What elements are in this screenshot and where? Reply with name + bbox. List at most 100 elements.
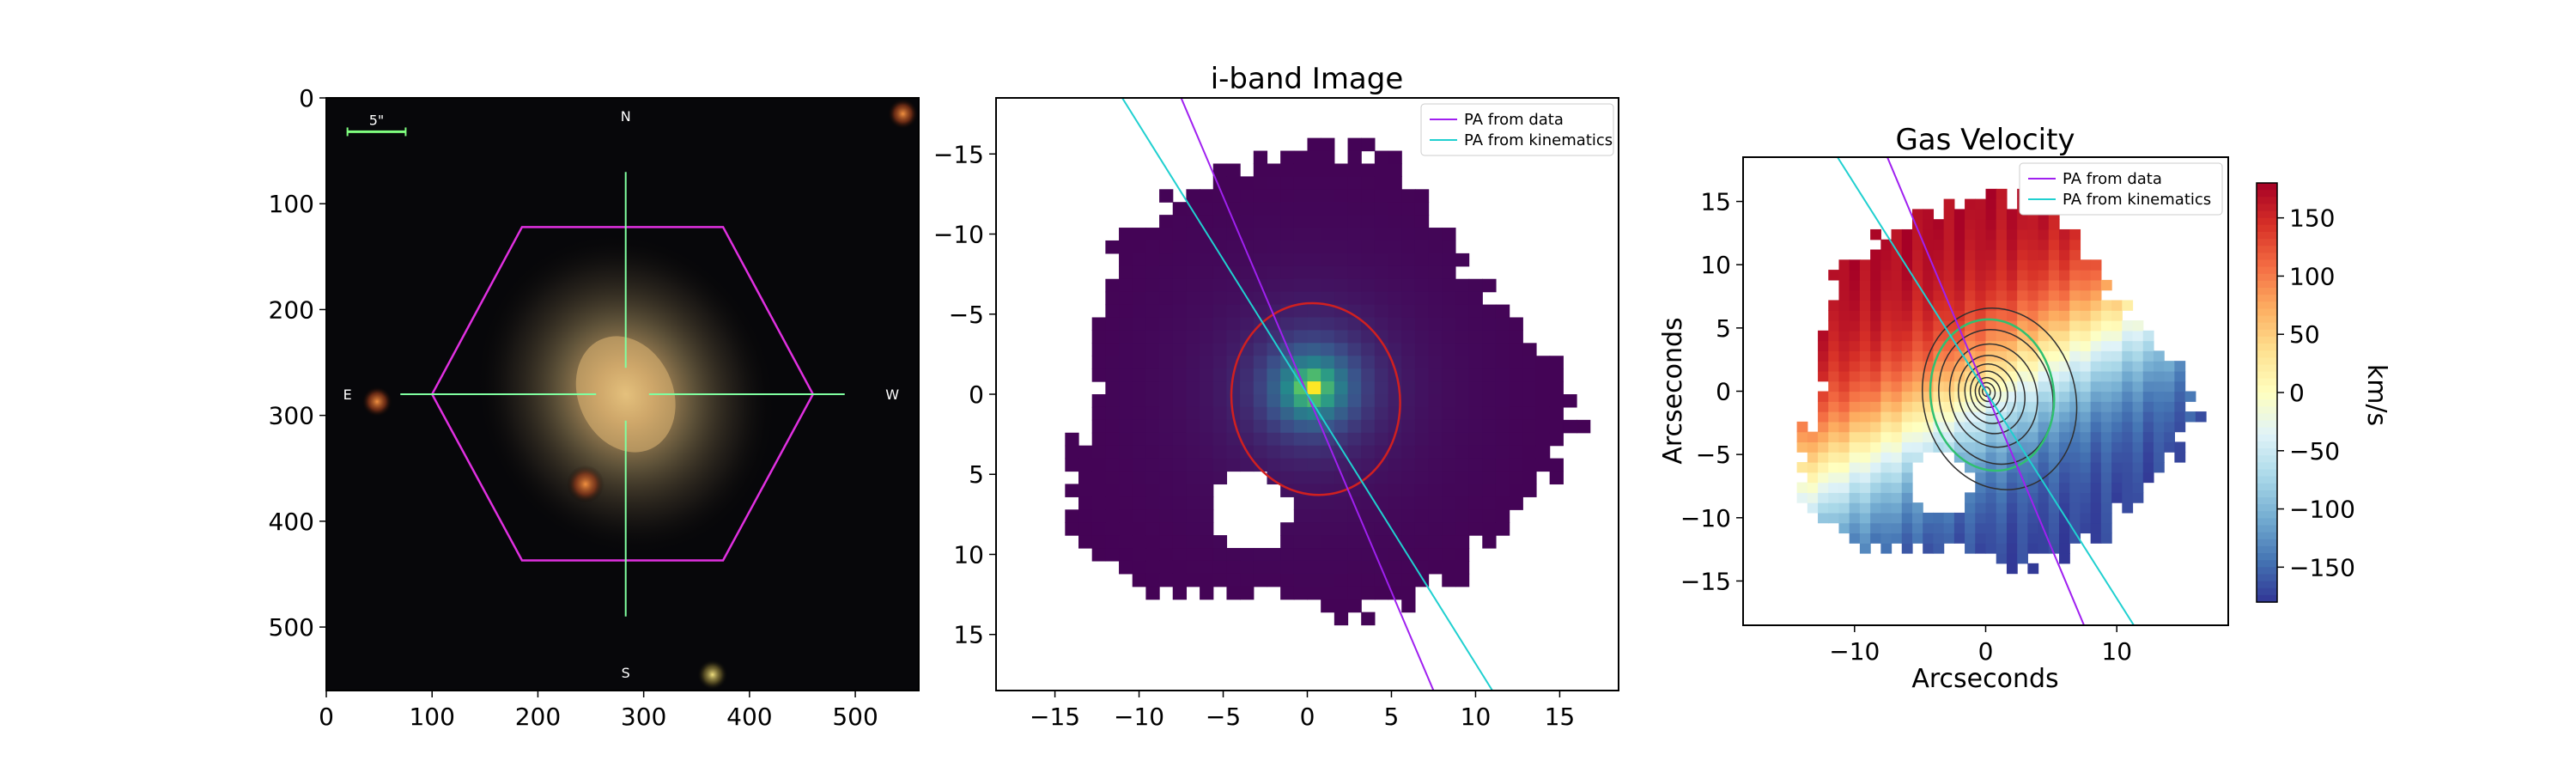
point-source: [361, 386, 393, 417]
iband-pixel: [1105, 445, 1120, 460]
iband-pixel: [1105, 548, 1120, 562]
iband-pixel: [1105, 317, 1120, 332]
iband-pixel: [1374, 291, 1389, 306]
iband-pixel: [1293, 535, 1309, 549]
velocity-pixel: [1849, 492, 1861, 503]
velocity-pixel: [2069, 522, 2081, 534]
iband-pixel: [1468, 432, 1483, 447]
velocity-pixel: [2069, 472, 2081, 484]
velocity-pixel: [2100, 370, 2112, 382]
iband-pixel: [1253, 458, 1268, 472]
iband-pixel: [1374, 419, 1389, 434]
velocity-pixel: [1891, 482, 1903, 493]
velocity-pixel: [1985, 219, 1997, 230]
velocity-pixel: [2059, 279, 2070, 291]
iband-pixel: [1200, 586, 1214, 600]
velocity-pixel: [1901, 289, 1913, 301]
velocity-pixel: [1933, 228, 1945, 240]
velocity-pixel: [1828, 421, 1840, 433]
iband-pixel: [1509, 343, 1523, 356]
velocity-pixel: [2100, 391, 2112, 402]
velocity-pixel: [1911, 522, 1923, 534]
iband-pixel: [1132, 432, 1146, 447]
iband-pixel: [1414, 535, 1430, 549]
velocity-pixel: [1849, 350, 1861, 362]
iband-pixel: [1105, 278, 1120, 293]
iband-pixel: [1293, 573, 1309, 587]
velocity-pixel: [2080, 441, 2092, 453]
iband-pixel: [1253, 163, 1268, 177]
iband-pixel: [1388, 291, 1402, 306]
iband-pixel: [1321, 381, 1335, 395]
velocity-pixel: [1975, 279, 1987, 291]
iband-pixel: [1200, 496, 1214, 510]
velocity-pixel: [1838, 300, 1850, 311]
iband-pixel: [1482, 419, 1497, 434]
velocity-pixel: [2100, 361, 2112, 372]
iband-pixel: [1240, 278, 1255, 293]
velocity-pixel: [2100, 380, 2112, 393]
iband-pixel: [1267, 419, 1281, 434]
iband-pixel: [1321, 599, 1335, 613]
velocity-pixel: [1965, 421, 1976, 433]
velocity-pixel: [1923, 320, 1935, 332]
velocity-pixel: [1838, 350, 1850, 362]
iband-pixel: [1388, 496, 1402, 510]
velocity-pixel: [1870, 461, 1881, 473]
velocity-pixel: [1901, 279, 1913, 291]
velocity-pixel: [2038, 543, 2050, 554]
optical-image-frame: [325, 97, 920, 691]
iband-pixel: [1522, 419, 1537, 434]
colorbar-segment: [2257, 476, 2277, 484]
velocity-pixel: [2122, 431, 2134, 443]
velocity-pixel: [2111, 472, 2123, 484]
iband-pixel: [1522, 484, 1537, 497]
velocity-pixel: [1975, 533, 1987, 544]
velocity-pixel: [2059, 380, 2070, 393]
velocity-pixel: [2017, 421, 2028, 433]
iband-pixel: [1307, 317, 1321, 332]
velocity-pixel: [1818, 350, 1829, 362]
velocity-pixel: [1849, 472, 1861, 484]
iband-pixel: [1307, 343, 1321, 356]
isophote-contour: [1964, 363, 2016, 424]
iband-pixel: [1535, 406, 1551, 421]
iband-pixel: [1119, 253, 1133, 267]
velocity-pixel: [1880, 522, 1893, 534]
velocity-pixel: [1965, 279, 1976, 291]
velocity-pixel: [2142, 401, 2154, 412]
velocity-pixel: [1985, 330, 1997, 342]
iband-pixel: [1388, 368, 1402, 382]
iband-pixel: [1186, 573, 1200, 587]
iband-pixel: [1374, 150, 1389, 165]
velocity-pixel: [1996, 320, 2008, 332]
velocity-pixel: [2122, 411, 2134, 423]
iband-pixel: [1347, 535, 1362, 549]
iband-pixel: [1401, 317, 1416, 332]
iband-pixel: [1105, 432, 1120, 447]
iband-pixel: [1293, 419, 1309, 434]
velocity-pixel: [2132, 401, 2144, 412]
iband-pixel: [1105, 291, 1120, 306]
velocity-pixel: [2111, 421, 2123, 433]
velocity-pixel: [1943, 512, 1955, 524]
velocity-pixel: [1849, 289, 1861, 301]
velocity-pixel: [1985, 522, 1997, 534]
iband-pixel: [1159, 573, 1174, 587]
iband-pixel: [1186, 445, 1200, 460]
iband-pixel: [1200, 484, 1214, 497]
colorbar-segment: [2257, 574, 2277, 582]
iband-pixel: [1186, 522, 1200, 536]
iband-pixel: [1428, 484, 1443, 497]
velocity-pixel: [2059, 270, 2070, 281]
iband-pixel: [1334, 612, 1349, 626]
iband-pixel: [1293, 253, 1309, 267]
velocity-pixel: [1975, 239, 1987, 251]
velocity-pixel: [1880, 300, 1893, 311]
iband-pixel: [1334, 265, 1349, 280]
iband-pixel: [1334, 163, 1349, 177]
iband-pixel: [1414, 189, 1430, 203]
velocity-pixel: [2038, 391, 2050, 402]
velocity-pixel: [2100, 300, 2112, 311]
